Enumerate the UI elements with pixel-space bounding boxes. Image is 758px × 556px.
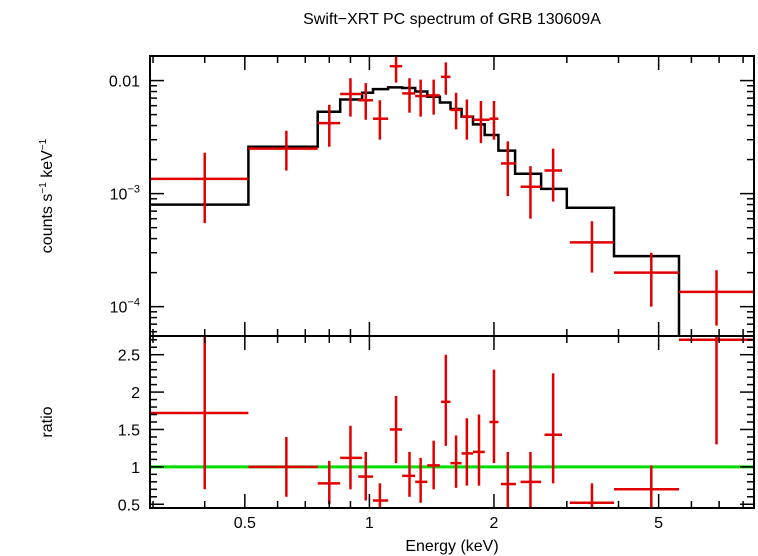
ratio-data-point [569,483,614,508]
ratio-data-point [427,440,440,490]
ratio-data-point [150,336,249,490]
bottom-y-tick-label: 0.5 [118,497,140,514]
ratio-data-point [317,460,341,505]
top-y-tick-base: 10 [110,187,128,204]
top-data-point [427,79,440,115]
x-tick-label: 2 [490,515,499,532]
top-data-point [389,56,403,83]
top-data-point [473,100,490,144]
top-ylabel: counts s−1 keV−1 [38,138,56,253]
bottom-ticks [150,336,754,508]
bottom-y-tick-label: 1.5 [118,422,140,439]
top-data-point [248,130,318,171]
top-data-point [372,100,389,140]
top-data-point [340,78,363,117]
ratio-data-point [415,457,428,503]
x-tick-label: 5 [654,515,663,532]
ratio-data-point [248,436,318,497]
ratio-data-point [372,483,389,508]
top-y-tick-base: 0.01 [109,74,140,91]
top-data-point [613,252,680,307]
ratio-data-point [461,418,474,486]
top-ylabel-sup2: −1 [38,138,49,150]
top-data-point [679,270,754,326]
top-ylabel-main: counts s [39,194,56,254]
top-data-point [441,62,451,95]
top-y-tick-base: 10 [110,300,128,317]
ratio-data-point [358,451,373,501]
ratio-data-point [473,414,485,486]
x-tick-label: 0.5 [234,515,256,532]
bottom-y-tick-label: 2.5 [118,348,140,365]
model-step-line [150,86,681,336]
top-data-points [150,56,754,326]
top-y-tick-label: 0.01 [109,74,140,91]
top-data-point [317,104,341,147]
top-y-tick-exponent: −3 [127,184,140,196]
top-ylabel-sup1: −1 [38,182,49,194]
top-data-point [358,83,373,120]
top-data-point [520,166,542,219]
ratio-data-point [489,369,499,464]
top-data-point [489,100,499,140]
model-curve [150,86,681,336]
bottom-y-tick-label: 1 [131,460,140,477]
bottom-panel: 0.5 1 1.5 2 2.5 [118,335,755,515]
bottom-y-tick-labels: 0.5 1 1.5 2 2.5 [118,348,140,515]
top-data-point [150,152,249,223]
top-panel-frame [149,55,755,337]
top-data-point [501,141,516,197]
ratio-data-point [402,451,416,497]
ratio-data-point [441,354,451,446]
bottom-panel-frame [149,335,755,509]
ratio-data-point [450,435,462,488]
bottom-data-points [150,336,754,508]
ratio-data-point [613,465,680,508]
top-data-point [461,99,474,140]
ratio-data-point [501,451,516,508]
x-tick-labels: 0.5 1 2 5 [234,515,663,532]
top-ticks [150,56,754,336]
x-axis-label: Energy (keV) [405,538,498,555]
bottom-ylabel: ratio [39,406,56,437]
top-y-tick-label: 10−4 [110,297,140,317]
top-data-point [450,92,462,130]
top-data-point [544,148,562,202]
top-data-point [402,78,416,113]
x-tick-label: 1 [365,515,374,532]
top-data-point [415,79,428,117]
top-y-tick-exponent: −4 [127,297,140,309]
bottom-y-tick-label: 2 [131,385,140,402]
ratio-data-point [389,395,403,464]
top-ylabel-mid: keV [39,150,56,182]
top-data-point [569,221,614,273]
ratio-data-point [520,451,542,508]
top-y-tick-label: 10−3 [110,184,140,204]
ratio-data-point [544,373,562,484]
ratio-data-point [340,425,363,490]
chart-title: Swift−XRT PC spectrum of GRB 130609A [303,11,601,28]
